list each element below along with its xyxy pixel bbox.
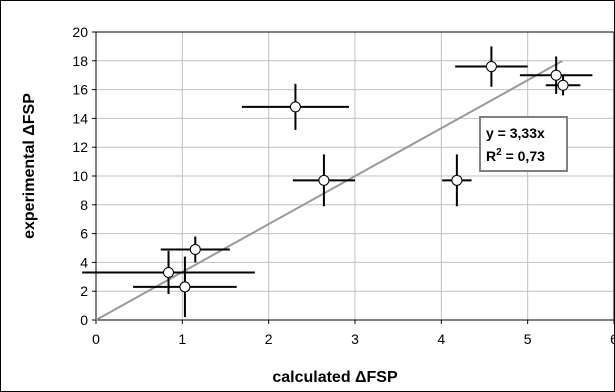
data-point bbox=[160, 236, 230, 263]
data-point bbox=[241, 83, 349, 130]
r-squared-label: R2 = 0,73 bbox=[486, 147, 545, 164]
point-marker bbox=[179, 281, 191, 293]
y-tick-label: 16 bbox=[72, 82, 88, 98]
y-tick-label: 12 bbox=[72, 139, 88, 155]
equation-box: y = 3,33x R2 = 0,73 bbox=[479, 116, 568, 172]
y-tick-label: 14 bbox=[72, 110, 88, 126]
y-tick-label: 6 bbox=[80, 226, 88, 242]
point-marker bbox=[189, 243, 201, 255]
x-tick-label: 1 bbox=[178, 331, 186, 347]
data-point bbox=[292, 154, 355, 207]
point-marker bbox=[557, 79, 569, 91]
data-point bbox=[519, 56, 593, 94]
x-tick-label: 6 bbox=[610, 331, 615, 347]
y-tick-label: 18 bbox=[72, 53, 88, 69]
y-tick-label: 8 bbox=[80, 197, 88, 213]
data-point bbox=[133, 256, 237, 318]
y-tick-label: 10 bbox=[72, 168, 88, 184]
y-tick-label: 2 bbox=[80, 283, 88, 299]
y-tick-label: 20 bbox=[72, 24, 88, 40]
data-point bbox=[455, 46, 528, 87]
point-marker bbox=[289, 101, 301, 113]
x-tick-label: 0 bbox=[92, 331, 100, 347]
point-marker bbox=[318, 174, 330, 186]
trendline bbox=[95, 60, 563, 321]
equation-label: y = 3,33x bbox=[486, 125, 545, 141]
y-tick-label: 4 bbox=[80, 254, 88, 270]
x-tick-label: 3 bbox=[351, 331, 359, 347]
data-point bbox=[442, 154, 472, 207]
y-axis-title: experimental ΔFSP bbox=[21, 93, 38, 239]
point-marker bbox=[550, 69, 562, 81]
point-marker bbox=[485, 61, 497, 73]
point-marker bbox=[451, 174, 463, 186]
x-tick-label: 4 bbox=[437, 331, 445, 347]
data-point bbox=[545, 75, 581, 96]
x-axis-title: calculated ΔFSP bbox=[272, 369, 398, 386]
point-marker bbox=[163, 266, 175, 278]
x-tick-label: 5 bbox=[524, 331, 532, 347]
y-tick-label: 0 bbox=[80, 312, 88, 328]
data-points bbox=[82, 46, 593, 318]
x-tick-label: 2 bbox=[265, 331, 273, 347]
